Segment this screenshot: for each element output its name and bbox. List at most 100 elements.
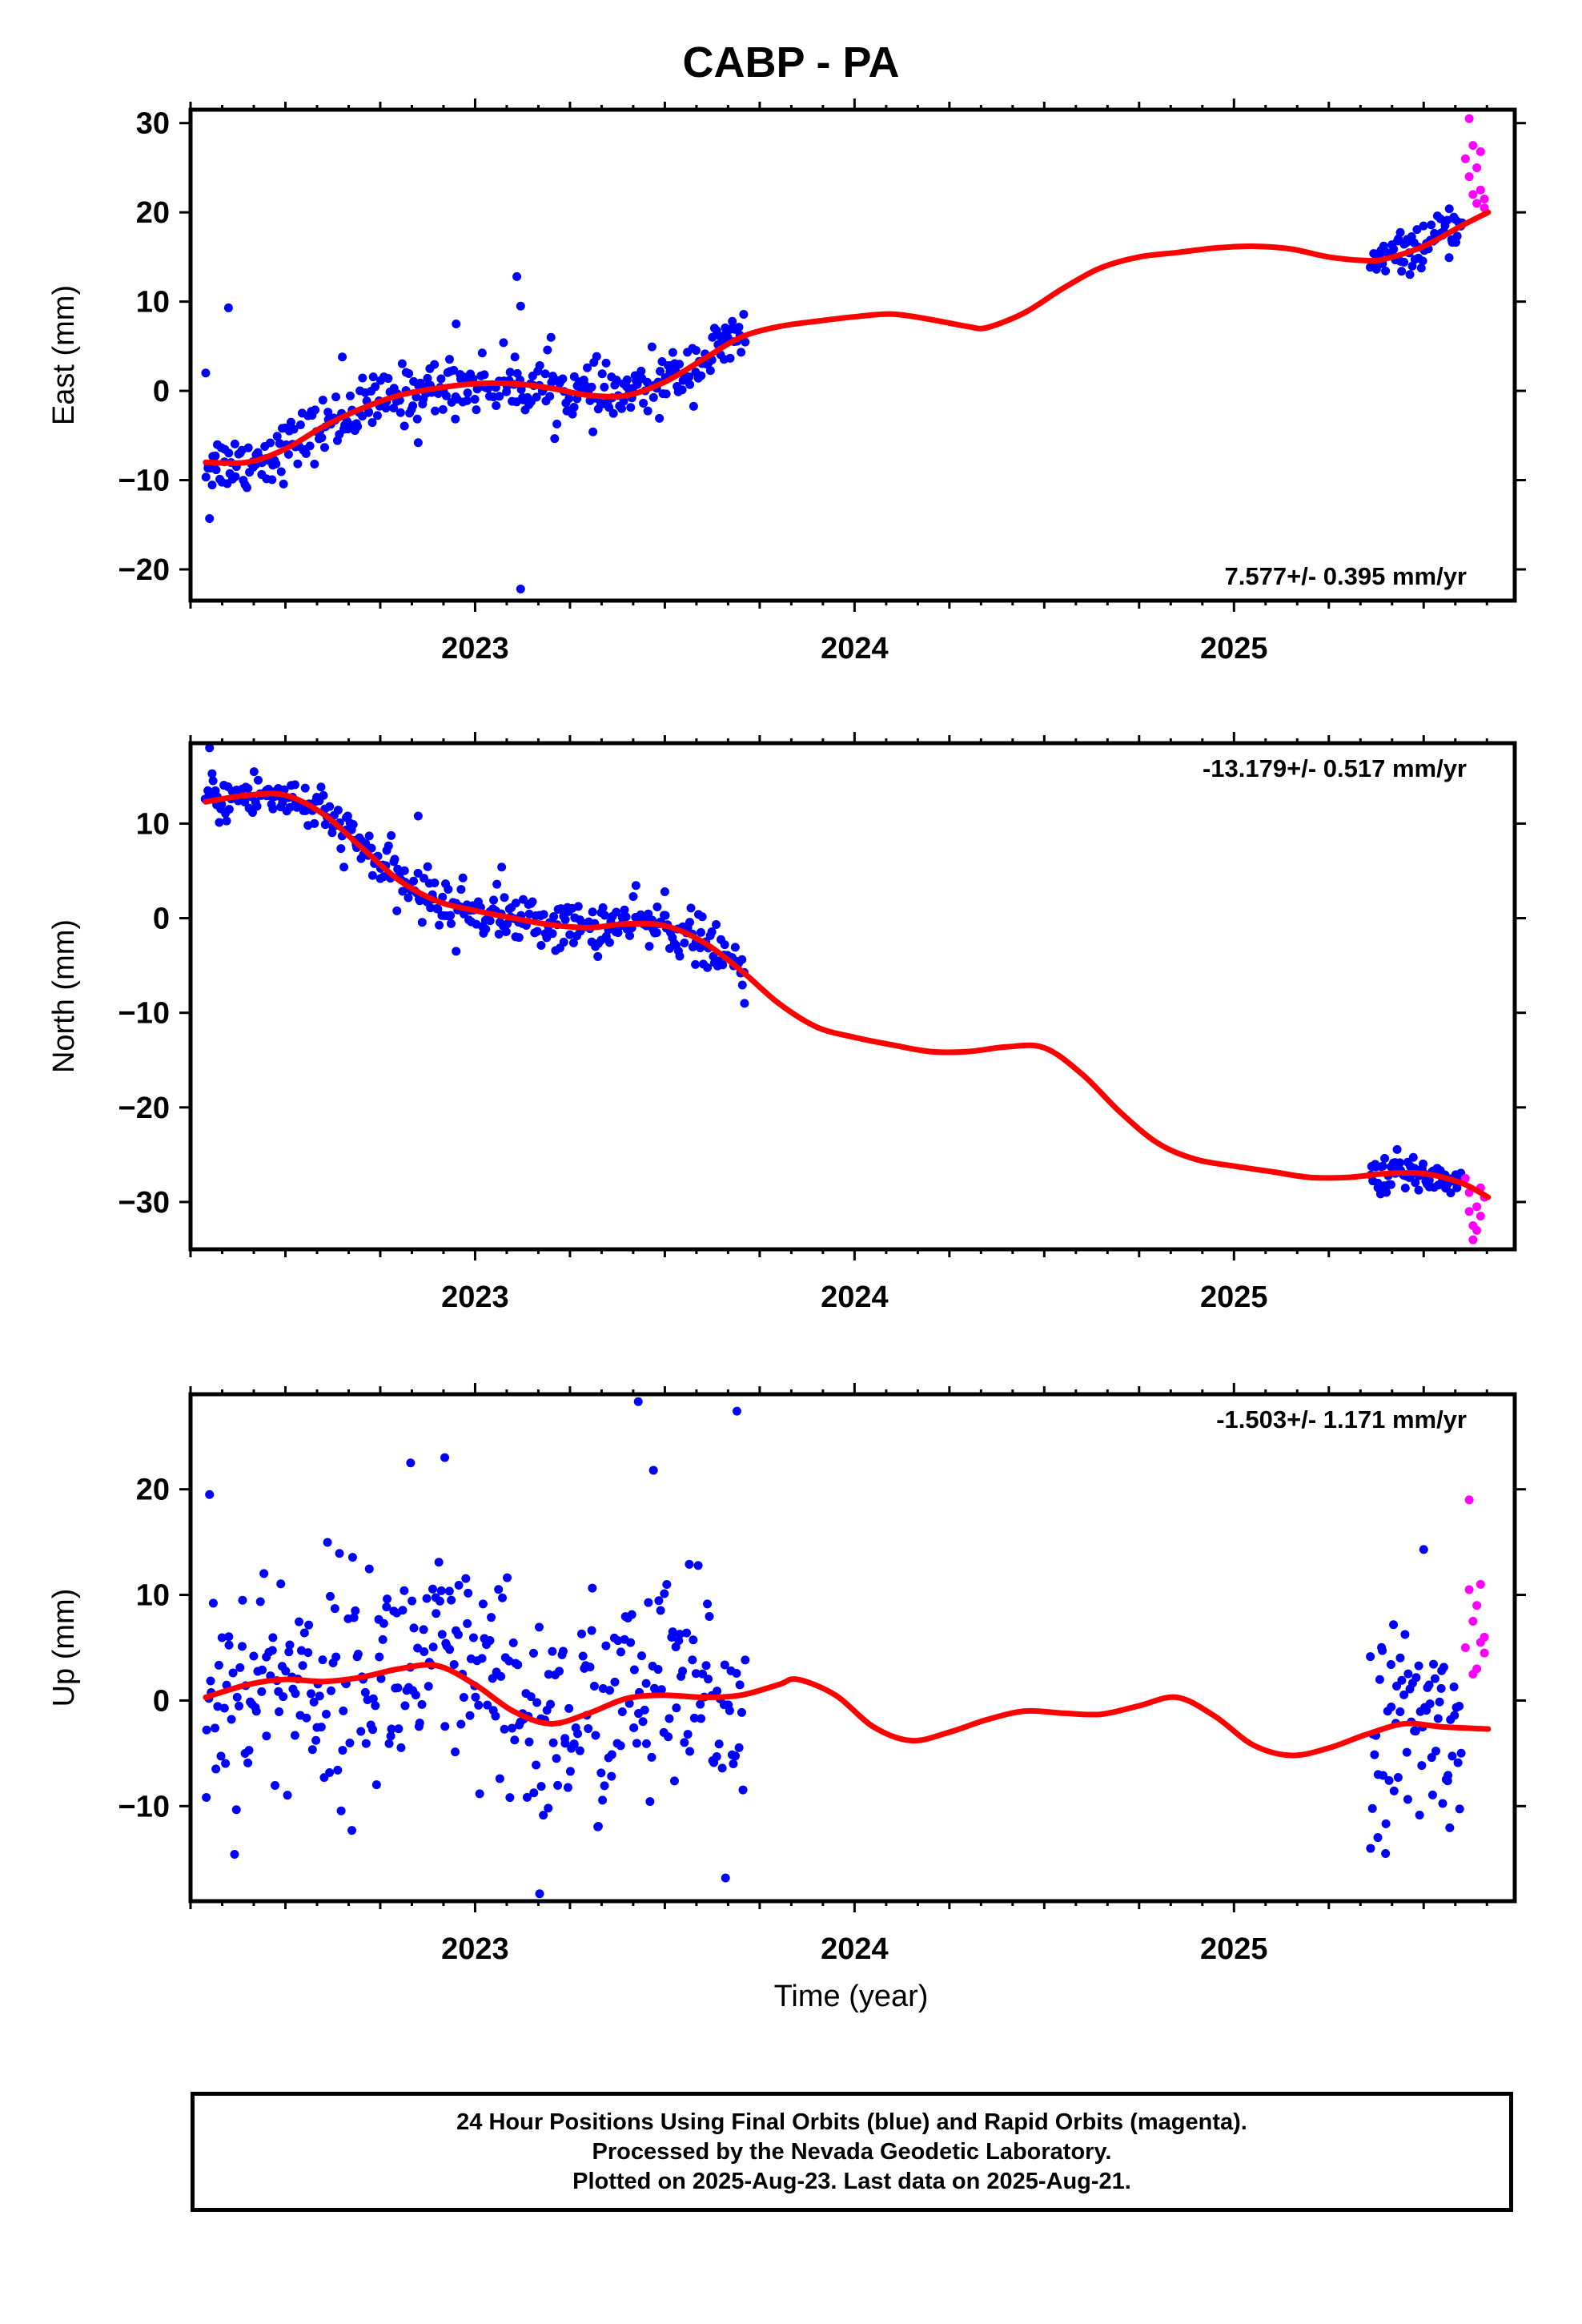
final-orbit-point xyxy=(387,1724,396,1734)
final-orbit-point xyxy=(576,1629,586,1638)
final-orbit-point xyxy=(697,371,706,380)
final-orbit-point xyxy=(1424,1680,1434,1690)
final-orbit-point xyxy=(558,1647,568,1656)
final-orbit-point xyxy=(1412,225,1422,235)
final-orbit-point xyxy=(689,1635,698,1645)
final-orbit-point xyxy=(441,391,451,400)
x-tick-label: 2023 xyxy=(441,1281,509,1314)
final-orbit-point xyxy=(432,1609,441,1618)
final-orbit-point xyxy=(563,1783,572,1792)
y-tick-label: 10 xyxy=(136,286,170,320)
final-orbit-point xyxy=(631,881,640,891)
final-orbit-point xyxy=(379,1618,388,1628)
final-orbit-point xyxy=(501,927,511,936)
final-orbit-point xyxy=(420,1647,429,1657)
final-orbit-point xyxy=(532,927,542,936)
final-orbit-point xyxy=(1395,1158,1404,1168)
final-orbit-point xyxy=(400,1586,409,1595)
final-orbit-point xyxy=(647,1752,656,1762)
final-orbit-point xyxy=(291,1689,300,1699)
final-orbit-point xyxy=(1373,1833,1383,1843)
final-orbit-point xyxy=(456,885,466,895)
final-orbit-point xyxy=(201,368,211,378)
final-orbit-point xyxy=(1418,256,1427,266)
final-orbit-point xyxy=(596,1768,606,1778)
final-orbit-point xyxy=(737,955,747,964)
final-orbit-point xyxy=(693,1561,703,1570)
final-orbit-point xyxy=(689,1713,699,1723)
final-orbit-point xyxy=(1386,1659,1395,1669)
model-fit-line xyxy=(203,790,1492,1200)
final-orbit-point xyxy=(408,401,418,411)
final-orbit-point xyxy=(244,1746,254,1755)
final-orbit-point xyxy=(279,479,288,489)
final-orbit-point xyxy=(689,401,698,411)
final-orbit-point xyxy=(731,1751,741,1761)
final-orbit-point xyxy=(372,411,382,420)
final-orbit-point xyxy=(644,1598,653,1607)
final-orbit-point xyxy=(321,1709,331,1719)
final-orbit-point xyxy=(653,1665,663,1675)
final-orbit-point xyxy=(389,403,399,412)
final-orbit-point xyxy=(404,368,414,378)
final-orbit-point xyxy=(1443,1771,1453,1780)
rapid-orbit-point xyxy=(1464,1495,1474,1505)
final-orbit-point xyxy=(207,480,217,490)
final-orbit-point xyxy=(539,1811,548,1820)
final-orbit-point xyxy=(1452,1183,1462,1192)
final-orbit-point xyxy=(224,1640,234,1650)
final-orbit-point xyxy=(505,1793,515,1803)
final-orbit-point xyxy=(553,1780,563,1790)
final-orbit-point xyxy=(701,1661,711,1671)
final-orbit-point xyxy=(259,1569,269,1578)
y-tick-label: −10 xyxy=(118,464,170,498)
final-orbit-point xyxy=(720,940,729,950)
final-orbit-point xyxy=(565,1767,575,1776)
final-orbit-point xyxy=(258,1665,267,1675)
final-orbit-point xyxy=(1430,1674,1439,1683)
final-orbit-point xyxy=(1389,1786,1399,1795)
final-orbit-point xyxy=(409,1623,419,1633)
final-orbit-point xyxy=(1392,1144,1402,1154)
final-orbit-point xyxy=(289,424,299,434)
final-orbit-point xyxy=(685,1559,694,1569)
panel-north: 2023 2024 2025 −30 −20 −10 0 10 North (mm) -13.17… xyxy=(47,732,1526,1314)
final-orbit-point xyxy=(303,1648,313,1658)
final-orbit-point xyxy=(564,394,574,404)
final-orbit-point xyxy=(544,1670,553,1679)
final-orbit-point xyxy=(440,1453,450,1462)
final-orbit-point xyxy=(1375,1675,1384,1684)
final-orbit-point xyxy=(1366,1652,1375,1662)
final-orbit-point xyxy=(661,389,671,399)
final-orbit-point xyxy=(381,404,391,413)
final-orbit-point xyxy=(434,1558,444,1567)
final-orbit-point xyxy=(675,360,685,369)
final-orbit-point xyxy=(503,1573,512,1582)
final-orbit-point xyxy=(1444,204,1454,214)
final-orbit-point xyxy=(386,1731,396,1741)
panel-frame xyxy=(188,107,1517,603)
final-orbit-point xyxy=(1436,1683,1446,1693)
rapid-orbit-point xyxy=(1476,1579,1485,1589)
final-orbit-point xyxy=(703,1599,713,1609)
final-orbit-point xyxy=(1414,1661,1423,1671)
final-orbit-point xyxy=(367,843,376,853)
y-tick-label: −10 xyxy=(118,997,170,1031)
final-orbit-point xyxy=(423,862,432,871)
final-orbit-point xyxy=(592,352,601,361)
final-orbit-point xyxy=(508,1723,517,1733)
final-orbit-point xyxy=(293,459,303,468)
x-axis-title: Time (year) xyxy=(774,1980,929,2013)
final-orbit-point xyxy=(326,1591,335,1601)
final-orbit-point xyxy=(669,1776,679,1786)
final-orbit-point xyxy=(639,398,648,408)
y-tick-label: 30 xyxy=(136,107,170,141)
final-orbit-point xyxy=(524,1737,534,1747)
final-orbit-point xyxy=(656,1606,665,1615)
final-orbit-point xyxy=(267,1646,277,1655)
x-tick-label: 2024 xyxy=(821,1932,889,1966)
final-orbit-point xyxy=(285,1640,295,1650)
final-orbit-point xyxy=(568,938,578,947)
y-tick-label: −10 xyxy=(118,1790,170,1823)
rapid-orbit-point xyxy=(1468,1617,1478,1626)
